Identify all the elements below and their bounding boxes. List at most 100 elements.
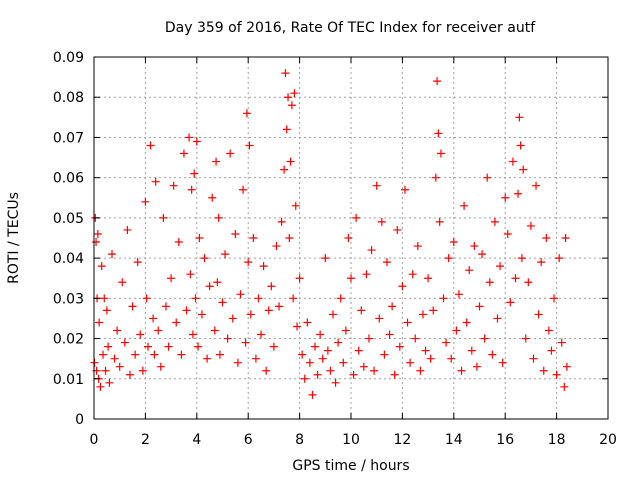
data-point <box>375 314 384 323</box>
y-tick-label: 0.08 <box>53 90 84 106</box>
data-point <box>197 310 206 319</box>
data-point <box>97 262 106 271</box>
data-point <box>262 366 271 375</box>
data-point <box>295 274 304 283</box>
data-point <box>418 310 427 319</box>
x-tick-label: 20 <box>599 432 617 448</box>
data-point <box>96 382 105 391</box>
data-point <box>179 149 188 158</box>
data-point <box>390 370 399 379</box>
data-point <box>241 338 250 347</box>
data-point <box>215 350 224 359</box>
data-point <box>105 378 114 387</box>
data-point <box>334 338 343 347</box>
data-point <box>191 294 200 303</box>
data-point <box>151 177 160 186</box>
data-point <box>467 346 476 355</box>
data-point <box>493 314 502 323</box>
data-point <box>159 213 168 222</box>
data-point <box>123 225 132 234</box>
data-point <box>382 258 391 267</box>
data-point <box>316 330 325 339</box>
data-point <box>236 290 245 299</box>
data-point <box>434 129 443 138</box>
data-point <box>462 318 471 327</box>
y-tick-label: 0.09 <box>53 50 84 66</box>
data-point <box>161 302 170 311</box>
data-point <box>100 294 109 303</box>
data-point <box>185 133 194 142</box>
data-point <box>514 189 523 198</box>
data-point <box>449 238 458 247</box>
data-point <box>388 302 397 311</box>
data-point <box>169 181 178 190</box>
x-tick-label: 2 <box>141 432 150 448</box>
data-point <box>370 366 379 375</box>
data-point <box>141 197 150 206</box>
data-point <box>519 165 528 174</box>
data-point <box>393 225 402 234</box>
data-point <box>131 350 140 359</box>
data-point <box>562 362 571 371</box>
data-point <box>478 250 487 259</box>
data-point <box>452 326 461 335</box>
data-point <box>251 354 260 363</box>
data-point <box>172 318 181 327</box>
data-point <box>517 254 526 263</box>
data-point <box>118 278 127 287</box>
data-point <box>347 274 355 283</box>
x-tick-label: 14 <box>445 432 463 448</box>
data-point <box>188 330 197 339</box>
data-point <box>208 193 217 202</box>
data-point <box>107 250 116 259</box>
data-point <box>231 229 240 238</box>
data-point <box>352 213 361 222</box>
data-point <box>561 234 570 242</box>
data-point <box>203 354 212 363</box>
chart-title: Day 359 of 2016, Rate Of TEC Index for r… <box>165 20 536 36</box>
data-point <box>138 366 147 375</box>
data-point <box>195 234 204 242</box>
data-point <box>537 258 546 267</box>
data-point <box>92 238 101 247</box>
data-point <box>311 342 320 351</box>
data-point <box>435 217 444 226</box>
data-point <box>398 282 407 291</box>
data-point <box>164 342 173 351</box>
data-point <box>542 234 551 242</box>
x-tick-label: 0 <box>90 432 99 448</box>
data-point <box>447 354 456 363</box>
data-point <box>329 310 338 319</box>
data-point <box>239 185 248 194</box>
data-point <box>177 350 186 359</box>
data-point <box>444 254 453 263</box>
data-point <box>136 330 145 339</box>
data-point <box>318 354 327 363</box>
data-point <box>213 278 222 287</box>
data-point <box>287 101 296 110</box>
data-point <box>534 310 543 319</box>
data-point <box>156 362 165 371</box>
data-point <box>326 366 335 375</box>
data-point <box>277 217 286 226</box>
x-tick-label: 8 <box>295 432 304 448</box>
data-point <box>524 278 533 287</box>
data-point <box>233 358 242 367</box>
data-point <box>187 185 196 194</box>
data-point <box>526 221 535 230</box>
data-point <box>150 350 159 359</box>
data-point <box>167 274 176 283</box>
data-point <box>406 358 415 367</box>
data-point <box>264 306 273 315</box>
data-point <box>550 294 559 303</box>
data-point <box>321 254 330 263</box>
data-point <box>218 298 227 307</box>
data-point <box>529 354 538 363</box>
data-point <box>267 282 276 291</box>
data-point <box>341 326 350 335</box>
x-tick-label: 12 <box>393 432 411 448</box>
data-point <box>120 338 129 347</box>
data-point <box>223 334 232 343</box>
data-point <box>349 370 358 379</box>
data-point <box>516 141 525 150</box>
